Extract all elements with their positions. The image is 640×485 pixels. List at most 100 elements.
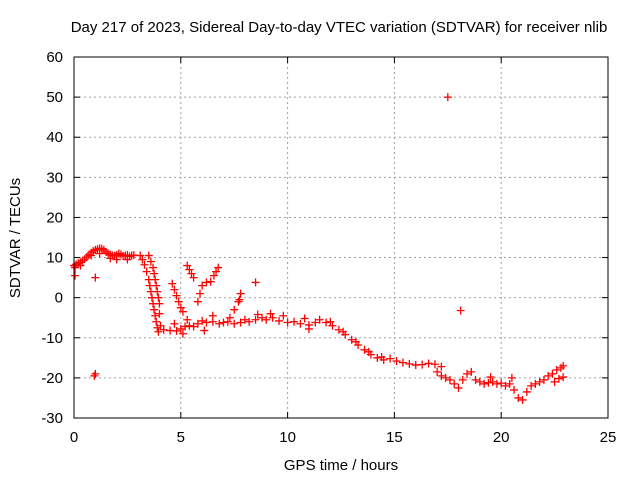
- data-point: [405, 359, 414, 368]
- data-point: [230, 319, 239, 328]
- data-point: [159, 325, 168, 334]
- x-tick-label: 5: [177, 429, 185, 446]
- data-point: [458, 375, 467, 384]
- x-tick-label: 20: [493, 429, 510, 446]
- data-point: [240, 315, 249, 324]
- data-point: [91, 369, 100, 378]
- data-point: [155, 309, 164, 318]
- y-tick-label: 30: [46, 169, 63, 186]
- data-point: [437, 362, 446, 371]
- data-point: [214, 263, 223, 272]
- data-point: [531, 379, 540, 388]
- data-point: [91, 273, 100, 282]
- data-point: [176, 303, 185, 312]
- data-point: [106, 254, 115, 263]
- data-point: [87, 251, 96, 260]
- data-point: [202, 278, 211, 287]
- data-point: [219, 318, 228, 327]
- data-point: [456, 306, 465, 315]
- axis-ticks: 0 5 10 15 20 25 -30 -20 -10 0 10 20 30 40 50 60: [41, 49, 616, 446]
- data-point: [268, 313, 277, 322]
- data-point: [149, 263, 158, 272]
- data-point: [223, 317, 232, 326]
- data-point: [156, 321, 165, 330]
- data-point: [535, 377, 544, 386]
- data-point: [193, 319, 202, 328]
- y-tick-label: 40: [46, 129, 63, 146]
- data-point: [178, 329, 187, 338]
- data-point: [364, 347, 373, 356]
- data-point: [140, 260, 149, 269]
- data-point: [112, 255, 121, 264]
- data-point: [377, 353, 386, 362]
- data-point: [151, 275, 160, 284]
- data-point: [198, 316, 207, 325]
- data-point: [251, 315, 260, 324]
- data-point: [76, 261, 85, 270]
- data-point: [150, 269, 159, 278]
- data-point: [437, 371, 446, 380]
- data-point: [539, 375, 548, 384]
- data-point: [392, 357, 401, 366]
- data-point: [450, 379, 459, 388]
- data-point: [123, 255, 132, 264]
- data-point: [418, 360, 427, 369]
- y-tick-label: 60: [46, 49, 63, 66]
- data-point: [262, 315, 271, 324]
- data-point: [181, 322, 190, 331]
- data-point: [433, 367, 442, 376]
- data-point: [245, 317, 254, 326]
- data-point: [154, 293, 163, 302]
- chart-title: Day 217 of 2023, Sidereal Day-to-day VTE…: [71, 19, 608, 36]
- data-point: [266, 309, 275, 318]
- data-point: [486, 373, 495, 382]
- data-point: [208, 311, 217, 320]
- y-tick-label: 50: [46, 89, 63, 106]
- data-point: [215, 319, 224, 328]
- data-point: [185, 265, 194, 274]
- data-point: [230, 305, 239, 314]
- data-point: [275, 316, 284, 325]
- grid-layer: [74, 57, 608, 418]
- data-point: [234, 297, 243, 306]
- data-point: [430, 360, 439, 369]
- data-point: [507, 373, 516, 382]
- data-point: [488, 377, 497, 386]
- data-point: [183, 315, 192, 324]
- data-point: [225, 313, 234, 322]
- data-point: [311, 318, 320, 327]
- y-tick-label: -30: [41, 410, 63, 427]
- data-point: [235, 295, 244, 304]
- data-point: [328, 321, 337, 330]
- data-point: [326, 317, 335, 326]
- data-point: [559, 373, 568, 382]
- data-point: [151, 311, 160, 320]
- data-point: [138, 255, 147, 264]
- data-point: [334, 325, 343, 334]
- data-point: [398, 358, 407, 367]
- data-point: [198, 281, 207, 290]
- data-point: [497, 379, 506, 388]
- data-point: [178, 307, 187, 316]
- data-point: [347, 335, 356, 344]
- data-point: [373, 353, 382, 362]
- data-point: [351, 337, 360, 346]
- data-point: [386, 354, 395, 363]
- data-point: [183, 261, 192, 270]
- data-point: [142, 267, 151, 276]
- data-point: [510, 385, 519, 394]
- data-point: [296, 319, 305, 328]
- data-point: [505, 379, 514, 388]
- data-point: [300, 314, 309, 323]
- data-point: [514, 393, 523, 402]
- data-point: [544, 371, 553, 380]
- data-point: [454, 383, 463, 392]
- data-point: [170, 319, 179, 328]
- data-point: [189, 322, 198, 331]
- data-point: [155, 299, 164, 308]
- data-point: [193, 297, 202, 306]
- data-point: [95, 249, 104, 258]
- data-point: [172, 326, 181, 335]
